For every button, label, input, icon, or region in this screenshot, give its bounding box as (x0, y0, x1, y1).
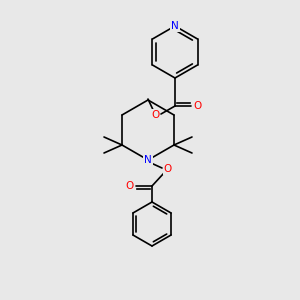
Text: O: O (193, 101, 201, 111)
Text: O: O (164, 164, 172, 174)
Text: O: O (151, 110, 159, 120)
Text: O: O (125, 181, 133, 191)
Text: N: N (144, 155, 152, 165)
Text: N: N (171, 21, 179, 31)
